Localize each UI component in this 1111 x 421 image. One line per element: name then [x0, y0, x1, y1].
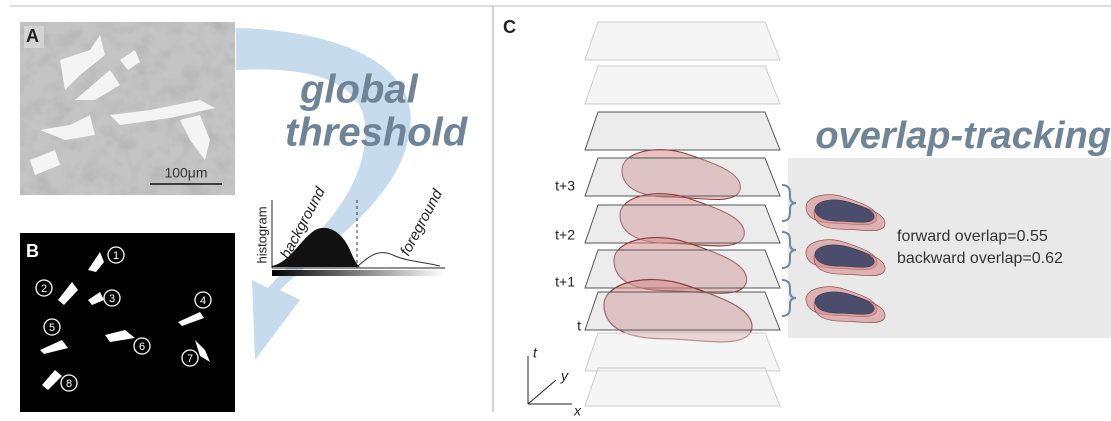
- method-title: global: [299, 68, 419, 112]
- panel-label: C: [503, 17, 516, 37]
- overlap-text: forward overlap=0.55: [897, 228, 1048, 245]
- method-title: threshold: [285, 111, 469, 155]
- overlap-text: backward overlap=0.62: [897, 250, 1063, 267]
- time-plane: [585, 368, 780, 406]
- panel-label: B: [26, 241, 39, 261]
- scale-label: 100μm: [164, 165, 207, 181]
- cell-id: 1: [113, 250, 119, 262]
- cell-id: 5: [49, 322, 55, 334]
- axis-name: y: [560, 368, 569, 384]
- figure: 100μm A B 1 2 3 4 5 6 7 8 global threshold hist…: [0, 0, 1111, 421]
- time-label: t+2: [555, 227, 575, 243]
- time-plane: [585, 66, 780, 104]
- time-plane: [585, 333, 780, 371]
- cell-id: 3: [109, 293, 115, 305]
- cell-id: 8: [66, 378, 72, 390]
- time-plane: [585, 205, 780, 243]
- tracking-title: overlap-tracking: [815, 115, 1111, 157]
- time-plane: [585, 250, 780, 288]
- axis-name: x: [573, 403, 582, 419]
- time-plane: [585, 158, 780, 196]
- cell-id: 6: [139, 341, 145, 353]
- axis-name: t: [533, 345, 538, 361]
- panel-label: A: [26, 26, 39, 46]
- time-plane: [585, 292, 780, 330]
- cell-id: 4: [200, 295, 206, 307]
- histogram-label: foreground: [397, 186, 446, 259]
- time-plane: [585, 112, 780, 150]
- cell-id: 2: [41, 283, 47, 295]
- time-label: t+3: [555, 178, 575, 194]
- histogram-axis-label: histogram: [254, 206, 269, 263]
- time-label: t: [577, 318, 581, 334]
- time-plane: [585, 22, 780, 60]
- time-label: t+1: [555, 274, 575, 290]
- cell-id: 7: [187, 353, 193, 365]
